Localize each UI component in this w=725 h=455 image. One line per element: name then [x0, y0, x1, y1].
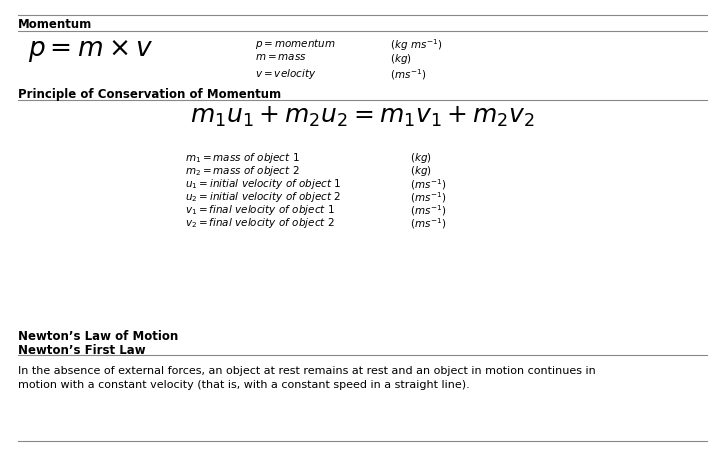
Text: $(ms^{-1})$: $(ms^{-1})$ [410, 190, 446, 204]
Text: Momentum: Momentum [18, 18, 92, 31]
Text: $(ms^{-1})$: $(ms^{-1})$ [410, 202, 446, 217]
Text: $(ms^{-1})$: $(ms^{-1})$ [410, 216, 446, 230]
Text: $v_1 = final\ velocity\ of\ object\ 1$: $v_1 = final\ velocity\ of\ object\ 1$ [185, 202, 335, 217]
Text: $(kg)$: $(kg)$ [390, 52, 412, 66]
Text: $u_2 = initial\ velocity\ of\ object\ 2$: $u_2 = initial\ velocity\ of\ object\ 2$ [185, 190, 341, 203]
Text: motion with a constant velocity (that is, with a constant speed in a straight li: motion with a constant velocity (that is… [18, 379, 470, 389]
Text: $(kg)$: $(kg)$ [410, 151, 432, 165]
Text: $v = velocity$: $v = velocity$ [255, 67, 317, 81]
Text: In the absence of external forces, an object at rest remains at rest and an obje: In the absence of external forces, an ob… [18, 365, 596, 375]
Text: Principle of Conservation of Momentum: Principle of Conservation of Momentum [18, 88, 281, 101]
Text: Newton’s Law of Motion: Newton’s Law of Motion [18, 329, 178, 342]
Text: $m_1u_1 + m_2u_2 = m_1v_1 + m_2v_2$: $m_1u_1 + m_2u_2 = m_1v_1 + m_2v_2$ [189, 105, 534, 129]
Text: $v_2 = final\ velocity\ of\ object\ 2$: $v_2 = final\ velocity\ of\ object\ 2$ [185, 216, 335, 229]
Text: $u_1 = initial\ velocity\ of\ object\ 1$: $u_1 = initial\ velocity\ of\ object\ 1$ [185, 177, 341, 191]
Text: $m = mass$: $m = mass$ [255, 52, 307, 62]
Text: $(kg)$: $(kg)$ [410, 164, 432, 177]
Text: $m_1 = mass\ of\ object\ 1$: $m_1 = mass\ of\ object\ 1$ [185, 151, 299, 165]
Text: $(kg\ ms^{-1})$: $(kg\ ms^{-1})$ [390, 37, 442, 53]
Text: $(ms^{-1})$: $(ms^{-1})$ [390, 67, 426, 81]
Text: $p = momentum$: $p = momentum$ [255, 37, 336, 51]
Text: Newton’s First Law: Newton’s First Law [18, 343, 146, 356]
Text: $(ms^{-1})$: $(ms^{-1})$ [410, 177, 446, 192]
Text: $p = m \times v$: $p = m \times v$ [28, 38, 153, 64]
Text: $m_2 = mass\ of\ object\ 2$: $m_2 = mass\ of\ object\ 2$ [185, 164, 299, 177]
